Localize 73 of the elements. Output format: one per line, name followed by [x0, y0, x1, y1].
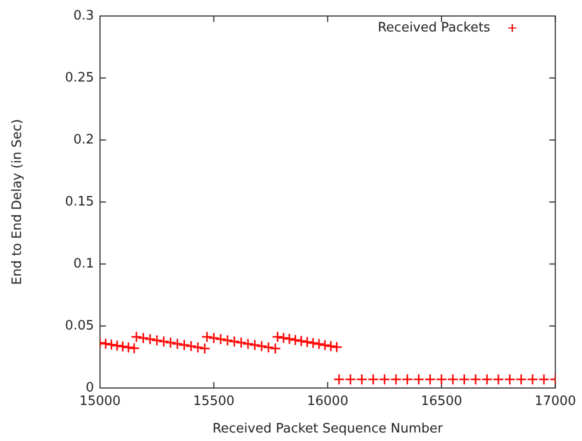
point — [201, 331, 213, 343]
point — [412, 374, 424, 386]
point — [208, 332, 220, 344]
point — [249, 339, 261, 351]
y-tick-label: 0.25 — [65, 70, 94, 86]
point — [228, 336, 240, 348]
point — [198, 342, 210, 354]
y-tick-label: 0 — [86, 380, 94, 396]
point — [296, 335, 308, 347]
x-tick-label: 16500 — [420, 394, 462, 410]
point — [192, 342, 204, 354]
point — [122, 342, 134, 354]
y-tick-label: 0.3 — [73, 8, 94, 24]
point — [151, 334, 163, 346]
point — [492, 374, 504, 386]
point — [270, 342, 282, 354]
point — [515, 374, 527, 386]
point — [242, 338, 254, 350]
y-tick-label: 0.15 — [65, 194, 94, 210]
point — [214, 333, 226, 345]
point — [378, 374, 390, 386]
point — [356, 374, 368, 386]
point — [117, 340, 129, 352]
point — [284, 333, 296, 345]
point — [424, 374, 436, 386]
point — [138, 332, 150, 344]
point — [222, 334, 234, 346]
point — [272, 331, 284, 343]
point — [402, 374, 414, 386]
x-tick-label: 15000 — [79, 394, 121, 410]
point — [504, 374, 516, 386]
point — [538, 374, 550, 386]
point — [470, 374, 482, 386]
point — [185, 340, 197, 352]
point — [526, 374, 538, 386]
point — [313, 338, 325, 350]
point — [367, 374, 379, 386]
x-tick-label: 15500 — [193, 394, 235, 410]
point — [130, 331, 142, 343]
point — [301, 336, 313, 348]
point — [390, 374, 402, 386]
point — [319, 339, 331, 351]
legend-label: Received Packets — [378, 20, 491, 36]
point — [256, 340, 268, 352]
point — [158, 336, 170, 348]
y-axis-title: End to End Delay (in Sec) — [10, 119, 26, 285]
point — [128, 342, 140, 354]
point — [262, 342, 274, 354]
point — [290, 334, 302, 346]
point — [458, 374, 470, 386]
y-tick-label: 0.2 — [73, 132, 94, 148]
point — [447, 374, 459, 386]
x-tick-label: 16000 — [306, 394, 348, 410]
x-tick-label: 17000 — [534, 394, 576, 410]
point — [325, 340, 337, 352]
point — [144, 333, 156, 345]
point — [164, 336, 176, 348]
point — [172, 338, 184, 350]
point — [307, 337, 319, 349]
point — [235, 336, 247, 348]
point — [106, 338, 118, 350]
point — [178, 339, 190, 351]
point — [278, 332, 290, 344]
x-axis-title: Received Packet Sequence Number — [212, 422, 444, 437]
point — [331, 341, 343, 353]
y-tick-label: 0.05 — [65, 318, 94, 334]
y-tick-label: 0.1 — [73, 256, 94, 272]
point — [481, 374, 493, 386]
point — [436, 374, 448, 386]
point — [344, 374, 356, 386]
point — [333, 374, 345, 386]
point — [111, 340, 123, 352]
point — [100, 338, 112, 350]
